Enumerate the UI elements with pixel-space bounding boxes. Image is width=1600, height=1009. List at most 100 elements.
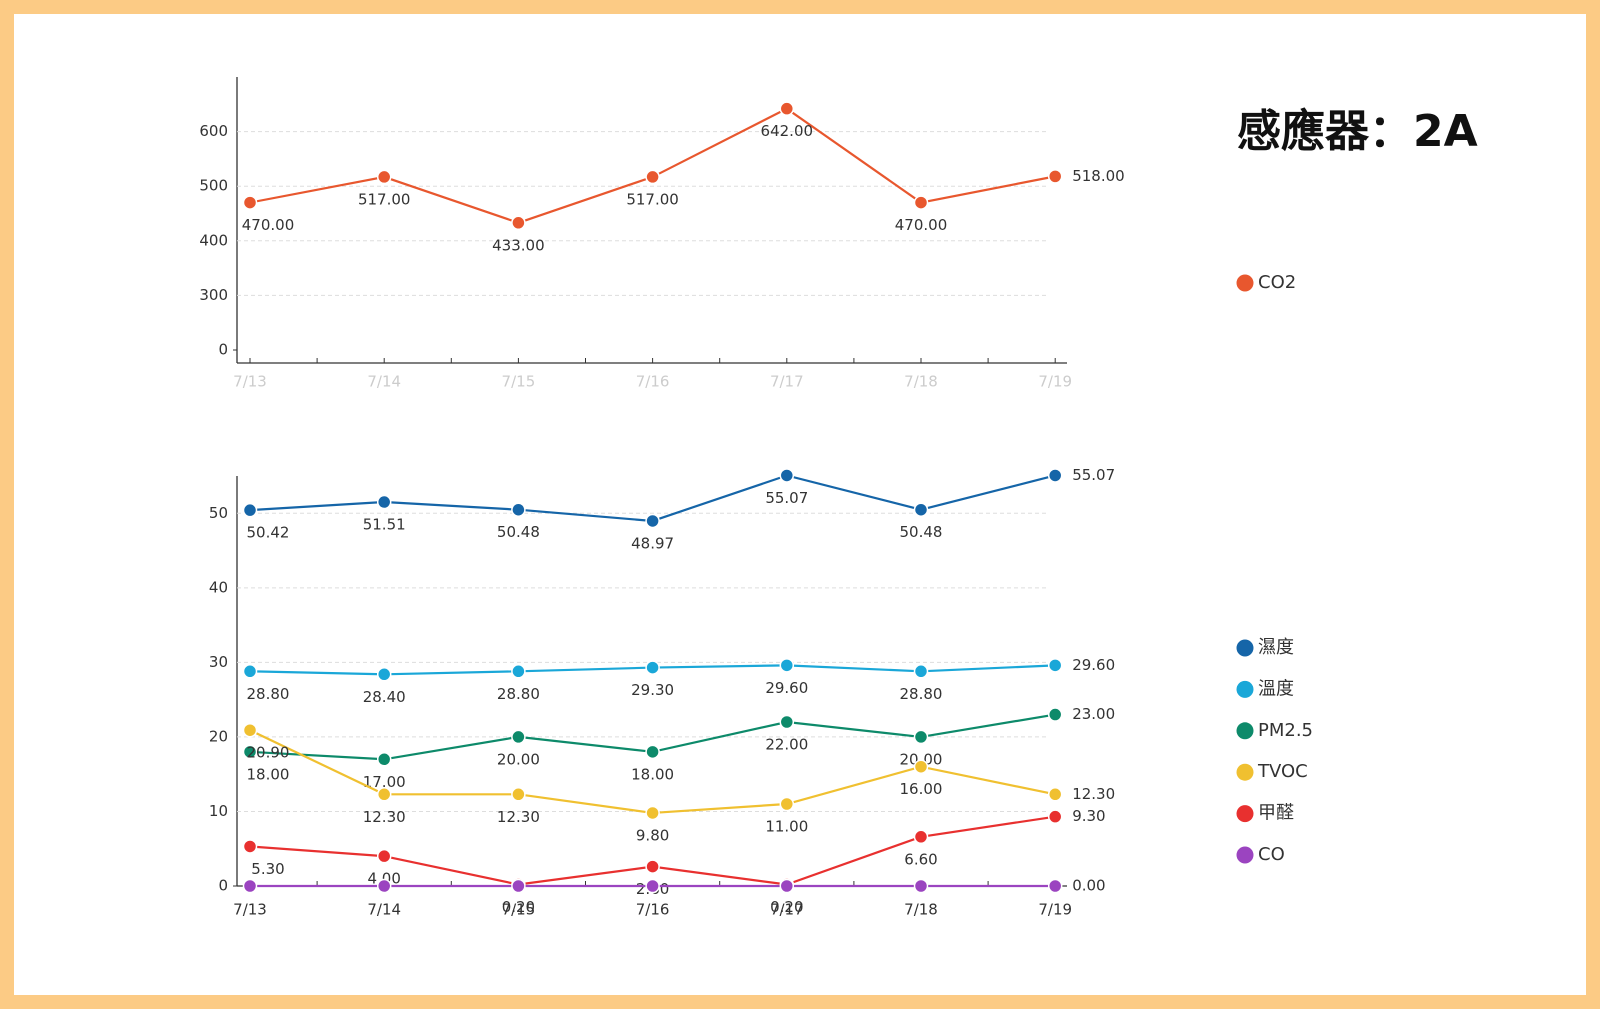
data-label: 28.40 xyxy=(363,688,406,706)
data-point xyxy=(376,494,392,510)
data-point xyxy=(376,667,392,682)
data-point xyxy=(1047,878,1063,894)
data-label: 50.48 xyxy=(497,523,540,541)
legend-marker xyxy=(1236,805,1254,823)
data-label: 23.00 xyxy=(1072,705,1115,723)
data-point xyxy=(1047,809,1063,824)
data-point xyxy=(913,878,929,894)
data-point xyxy=(511,502,526,517)
data-label: 55.07 xyxy=(765,489,808,507)
data-label: 0.20 xyxy=(770,898,803,916)
legend-marker xyxy=(1236,763,1254,781)
data-point xyxy=(242,878,258,894)
data-label: 20.00 xyxy=(900,750,943,768)
data-point xyxy=(913,502,929,517)
legend-marker xyxy=(1236,639,1254,657)
y-tick-label: 10 xyxy=(209,802,228,820)
data-label: 9.30 xyxy=(1072,807,1105,825)
x-tick-label: 7/14 xyxy=(367,901,401,919)
x-tick-label: 7/13 xyxy=(233,373,267,391)
data-point xyxy=(913,729,929,745)
y-tick-label: 40 xyxy=(209,578,228,596)
data-label: 470.00 xyxy=(242,216,295,234)
data-label: 18.00 xyxy=(247,765,290,783)
data-point xyxy=(376,752,392,767)
data-label: 18.00 xyxy=(631,765,674,783)
data-point xyxy=(376,787,392,802)
data-label: 16.00 xyxy=(900,780,943,798)
data-label: 28.80 xyxy=(900,685,943,703)
legend-label: 濕度 xyxy=(1258,637,1294,658)
legend-marker xyxy=(1236,846,1254,864)
legend-label: 溫度 xyxy=(1258,678,1294,699)
data-point xyxy=(645,744,660,760)
data-point xyxy=(1047,707,1063,722)
data-label: 4.00 xyxy=(367,870,400,888)
data-label: 0.20 xyxy=(502,898,535,916)
x-tick-label: 7/14 xyxy=(367,373,401,391)
y-tick-label: 300 xyxy=(199,286,228,304)
data-label: 11.00 xyxy=(765,818,808,836)
data-label: 28.80 xyxy=(497,685,540,703)
data-point xyxy=(645,878,660,894)
data-point xyxy=(511,878,526,894)
x-tick-label: 7/17 xyxy=(770,901,804,919)
legend-marker xyxy=(1236,680,1254,698)
page-title: 感應器：2A xyxy=(1237,106,1478,157)
data-point xyxy=(779,796,795,812)
data-label: 28.80 xyxy=(247,685,290,703)
legend-marker xyxy=(1236,274,1254,292)
data-point xyxy=(913,759,929,774)
data-point xyxy=(511,729,526,745)
data-point xyxy=(242,195,258,210)
legend-label: CO xyxy=(1258,844,1285,865)
data-point xyxy=(645,169,660,185)
data-point xyxy=(511,664,526,679)
x-tick-label: 7/15 xyxy=(502,373,536,391)
data-point xyxy=(779,468,795,483)
data-label: 518.00 xyxy=(1072,167,1125,185)
y-tick-label: 500 xyxy=(199,177,228,195)
data-label: 50.42 xyxy=(247,524,290,542)
data-label: 517.00 xyxy=(358,190,411,208)
data-point xyxy=(376,848,392,864)
y-tick-label: 0 xyxy=(218,341,228,359)
data-label: 29.60 xyxy=(1072,656,1115,674)
y-tick-label: 20 xyxy=(209,727,228,745)
data-point xyxy=(913,829,929,845)
data-point xyxy=(376,878,392,894)
data-label: 20.90 xyxy=(247,744,290,762)
data-point xyxy=(242,664,258,679)
data-label: 642.00 xyxy=(761,122,814,140)
data-point xyxy=(779,878,795,894)
data-label: 517.00 xyxy=(626,190,679,208)
data-point xyxy=(645,805,660,821)
data-point xyxy=(242,839,258,854)
x-tick-label: 7/18 xyxy=(904,901,938,919)
panel xyxy=(14,14,1586,995)
data-label: 51.51 xyxy=(363,516,406,534)
data-label: 5.30 xyxy=(251,860,284,878)
data-label: 50.48 xyxy=(900,523,943,541)
data-label: 29.30 xyxy=(631,681,674,699)
y-tick-label: 30 xyxy=(209,653,228,671)
x-tick-label: 7/19 xyxy=(1038,901,1072,919)
data-point xyxy=(779,101,795,116)
data-point xyxy=(779,714,795,730)
legend-label: PM2.5 xyxy=(1258,720,1313,741)
data-point xyxy=(1047,787,1063,802)
data-label: 22.00 xyxy=(765,736,808,754)
legend-marker xyxy=(1236,722,1254,740)
data-point xyxy=(913,195,929,210)
data-label: 12.30 xyxy=(363,808,406,826)
x-tick-label: 7/18 xyxy=(904,373,938,391)
x-tick-label: 7/15 xyxy=(502,901,536,919)
data-label: 20.00 xyxy=(497,750,540,768)
x-tick-label: 7/13 xyxy=(233,901,267,919)
data-point xyxy=(242,744,258,760)
data-label: 0.00 xyxy=(1072,877,1105,895)
x-tick-label: 7/17 xyxy=(770,373,804,391)
data-point xyxy=(242,722,258,738)
data-label: 17.00 xyxy=(363,773,406,791)
data-point xyxy=(511,215,526,231)
